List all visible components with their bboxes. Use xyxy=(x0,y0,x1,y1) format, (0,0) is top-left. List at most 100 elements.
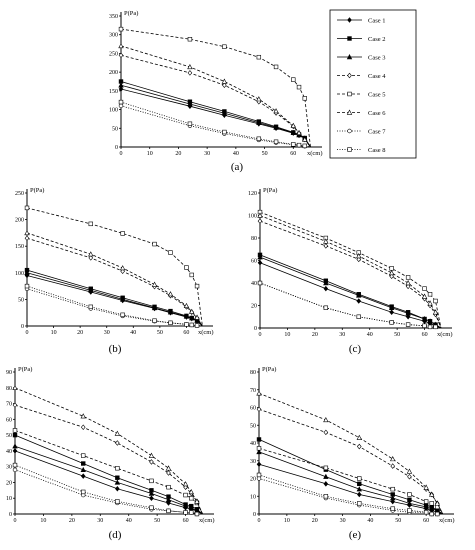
data-point xyxy=(256,96,262,102)
data-point xyxy=(81,453,86,458)
data-point xyxy=(390,498,396,505)
x-tick-label: 50 xyxy=(154,518,160,524)
data-point xyxy=(115,440,120,446)
data-point xyxy=(182,481,189,487)
series-1 xyxy=(118,86,311,148)
data-point xyxy=(257,212,263,218)
legend-marker xyxy=(347,147,352,152)
series-line xyxy=(14,404,203,515)
data-point xyxy=(221,78,228,84)
data-point xyxy=(12,384,18,390)
data-point xyxy=(149,478,154,484)
data-point xyxy=(12,432,18,438)
data-point xyxy=(427,292,433,297)
data-point xyxy=(187,70,193,76)
series-line xyxy=(120,54,311,148)
series-line xyxy=(258,439,444,515)
data-point xyxy=(80,466,86,473)
x-axis-label: x(cm) xyxy=(437,331,453,338)
chart-panel-4: 0 10 20 30 40 50 60 70 80 90 0 10 20 30 40 50 60 P(Pa) x(c… xyxy=(6,366,215,541)
data-point xyxy=(273,64,279,70)
legend-entry-7: Case 7 xyxy=(337,128,386,135)
x-tick-label: 20 xyxy=(77,330,83,336)
data-point xyxy=(118,42,124,49)
data-point xyxy=(166,500,171,506)
data-point xyxy=(115,499,120,504)
data-point xyxy=(149,495,154,501)
data-point xyxy=(80,473,86,479)
data-point xyxy=(390,463,396,469)
data-point xyxy=(183,510,188,515)
data-point xyxy=(114,430,121,436)
data-point xyxy=(429,491,435,497)
series-4 xyxy=(256,406,444,515)
legend-marker xyxy=(347,128,352,134)
data-point xyxy=(356,434,362,440)
data-point xyxy=(148,490,155,496)
y-tick-label: 60 xyxy=(250,406,256,412)
y-tick-label: 100 xyxy=(109,108,118,114)
y-tick-label: 70 xyxy=(6,402,12,408)
x-tick-label: 50 xyxy=(262,151,268,157)
data-point xyxy=(151,304,158,311)
data-point xyxy=(24,229,30,236)
x-axis-label: x(cm) xyxy=(199,517,215,524)
data-point xyxy=(12,402,18,408)
data-point xyxy=(323,238,329,244)
series-6 xyxy=(118,42,311,148)
x-tick-label: 10 xyxy=(51,330,57,336)
data-point xyxy=(407,508,412,513)
data-point xyxy=(168,320,173,326)
series-1 xyxy=(257,259,442,329)
data-point xyxy=(323,473,329,479)
y-tick-label: 0 xyxy=(254,326,257,332)
data-point xyxy=(24,283,30,289)
data-point xyxy=(165,496,172,503)
data-point xyxy=(114,479,121,485)
data-point xyxy=(389,266,394,271)
data-point xyxy=(182,503,189,509)
data-point xyxy=(427,318,433,324)
data-point xyxy=(24,205,30,211)
data-point xyxy=(390,495,396,501)
data-point xyxy=(405,280,411,286)
data-point xyxy=(357,476,362,481)
x-axis-label: x(cm) xyxy=(198,329,214,336)
data-point xyxy=(118,82,124,88)
data-point xyxy=(221,110,228,116)
data-point xyxy=(433,324,438,330)
data-point xyxy=(405,283,411,290)
data-point xyxy=(119,265,126,271)
legend-entry-4: Case 4 xyxy=(337,72,386,80)
x-tick-label: 0 xyxy=(120,151,123,157)
data-point xyxy=(423,503,429,510)
y-tick-label: 0 xyxy=(253,512,256,518)
data-point xyxy=(435,511,440,517)
x-tick-label: 10 xyxy=(284,332,290,338)
x-tick-label: 60 xyxy=(183,330,189,336)
data-point xyxy=(433,298,438,304)
y-tick-label: 70 xyxy=(250,388,256,394)
data-point xyxy=(429,501,434,506)
x-tick-label: 0 xyxy=(258,518,261,524)
legend-label: Case 8 xyxy=(368,147,386,154)
data-point xyxy=(184,322,189,327)
y-tick-label: 10 xyxy=(250,494,256,500)
y-tick-label: 50 xyxy=(18,297,24,303)
data-point xyxy=(152,318,157,323)
data-point xyxy=(88,304,93,310)
data-point xyxy=(427,324,433,330)
data-point xyxy=(115,485,120,492)
data-point xyxy=(429,511,434,517)
data-point xyxy=(357,501,362,506)
data-point xyxy=(296,84,302,90)
y-tick-label: 50 xyxy=(6,433,12,439)
x-tick-label: 40 xyxy=(367,332,373,338)
panel-label: (a) xyxy=(231,161,244,173)
series-line xyxy=(258,478,443,515)
data-point xyxy=(12,467,18,473)
data-point xyxy=(356,491,362,498)
series-line xyxy=(259,282,442,329)
data-point xyxy=(120,268,125,274)
